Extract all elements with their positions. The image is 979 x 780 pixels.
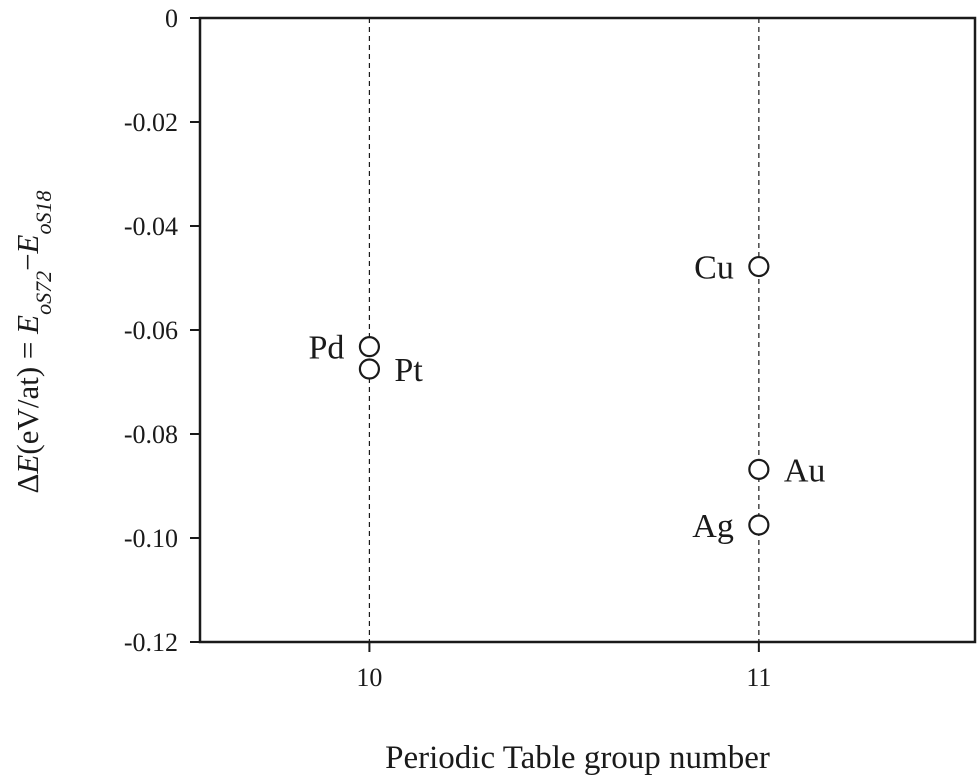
x-tick-label: 11 — [746, 663, 771, 692]
y-tick-label: 0 — [165, 4, 178, 33]
y-axis-title-term2-subscript: oS18 — [31, 191, 56, 235]
x-axis-title: Periodic Table group number — [385, 740, 770, 776]
point-pd — [358, 336, 381, 358]
y-axis-title: ΔE(eV/at) = EoS72−EoS18 — [10, 191, 56, 494]
y-tick-label: -0.06 — [124, 316, 178, 345]
y-axis-ticks: 0 -0.02 -0.04 -0.06 -0.08 -0.10 -0.12 — [124, 4, 200, 657]
y-tick-label: -0.08 — [124, 420, 178, 449]
y-axis-title-units: (eV/at) = — [10, 334, 45, 455]
point-label-pt: Pt — [394, 352, 423, 389]
point-label-ag: Ag — [692, 508, 734, 545]
y-axis-title-term1-subscript: oS72 — [31, 271, 56, 315]
point-cu — [748, 255, 770, 278]
vertical-reference-lines — [368, 18, 760, 642]
y-tick-label: -0.02 — [124, 108, 178, 137]
point-pt — [358, 358, 381, 380]
point-labels: Pd Pt Cu Au Ag — [308, 250, 825, 545]
y-axis-title-term1: E — [10, 315, 45, 335]
y-tick-label: -0.04 — [124, 212, 178, 241]
x-tick-label: 10 — [356, 663, 382, 692]
point-au — [748, 458, 770, 480]
y-axis-title-delta: Δ — [10, 474, 45, 494]
point-ag — [748, 514, 770, 536]
y-tick-label: -0.10 — [124, 524, 178, 553]
point-label-pd: Pd — [308, 330, 344, 367]
data-points — [358, 255, 770, 536]
point-label-au: Au — [784, 452, 826, 489]
y-axis-title-symbol: E — [10, 455, 45, 475]
y-axis-title-term2: E — [10, 234, 45, 254]
y-tick-label: -0.12 — [124, 628, 178, 657]
x-axis-ticks: 10 11 — [356, 642, 771, 692]
point-label-cu: Cu — [694, 250, 734, 287]
y-axis-title-minus: − — [10, 253, 45, 270]
